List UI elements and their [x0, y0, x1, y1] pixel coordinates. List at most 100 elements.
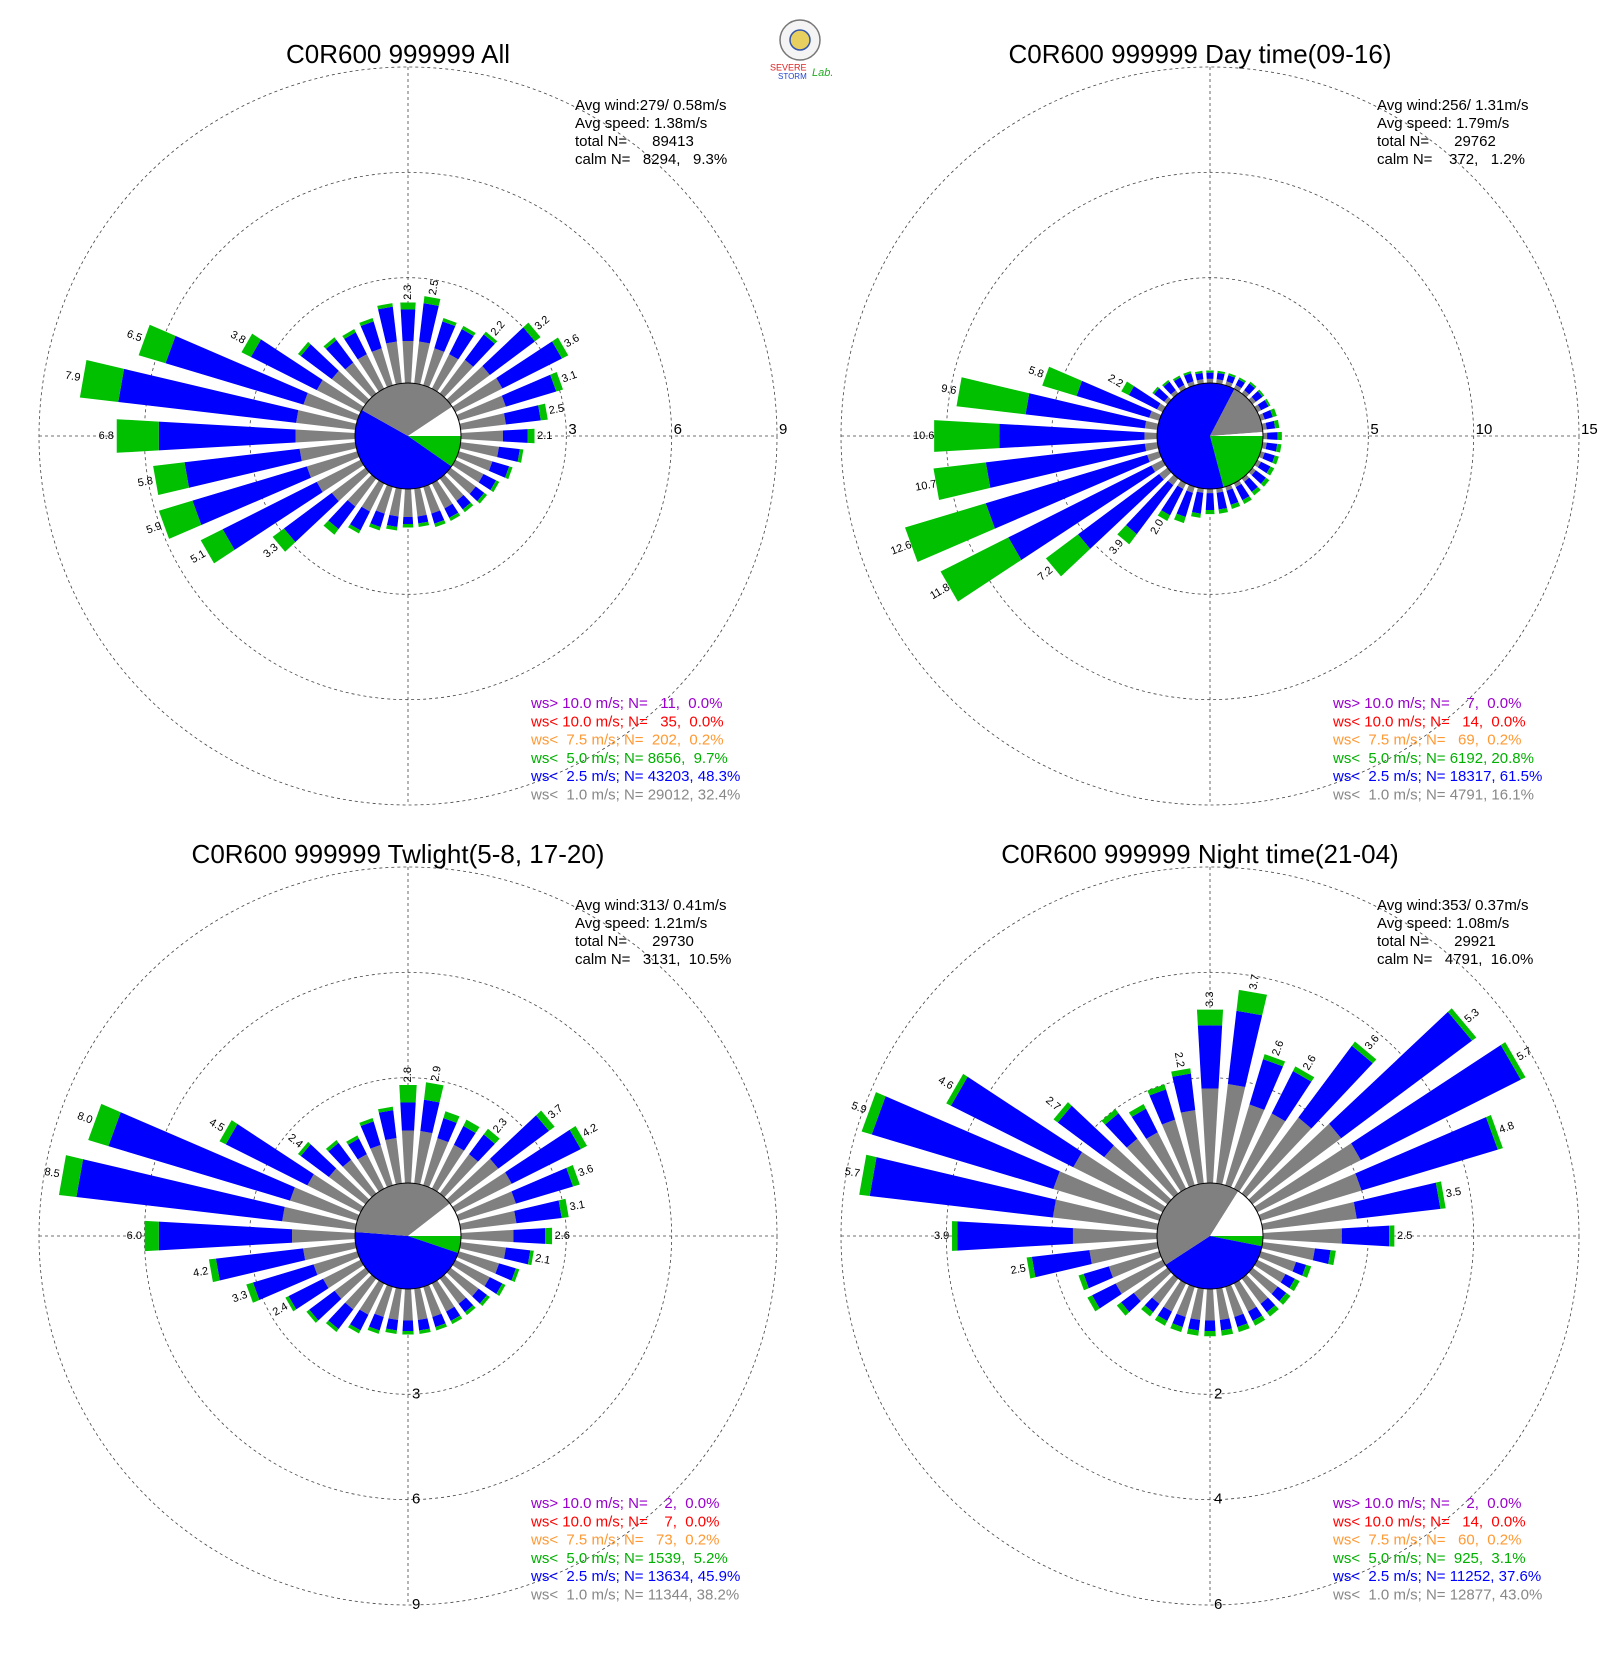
calm-pie-sector [1210, 436, 1263, 488]
bar-segment [300, 1144, 337, 1178]
bar-segment [1237, 1323, 1250, 1333]
bar-segment [1186, 1328, 1199, 1336]
r-tick-label: 5 [1370, 421, 1378, 438]
calm-pie-sector [361, 383, 453, 436]
bar-label: 3.3 [261, 541, 280, 560]
bar-segment [403, 488, 413, 517]
bar-segment [1141, 1305, 1154, 1317]
bar-segment [1172, 375, 1181, 382]
bar-segment [1105, 1113, 1138, 1148]
bar-segment [1329, 1011, 1473, 1139]
bar-segment [419, 1328, 431, 1334]
wind-rose-panel: C0R600 999999 Night time(21-04) 2 4 6 3.3 3.7… [840, 839, 1580, 1613]
bar-segment [934, 420, 1000, 452]
bar-segment [1101, 1109, 1119, 1125]
bar-segment [1265, 442, 1278, 452]
bar-label: 2.5 [1397, 1230, 1412, 1242]
bar-segment [1216, 1287, 1230, 1321]
bar-segment [1131, 1108, 1158, 1139]
bar-segment [328, 1302, 354, 1330]
bar-segment [374, 1284, 393, 1318]
bar-segment [464, 1305, 476, 1316]
r-tick-label: 6 [674, 421, 682, 438]
grid-ring [143, 971, 673, 1501]
bar-segment [1258, 1251, 1297, 1272]
bar-segment [566, 1165, 580, 1187]
bar-segment [1053, 1102, 1072, 1123]
stat-text: Avg wind:256/ 1.31m/s [1377, 97, 1528, 114]
wind-rose-panel: C0R600 999999 Day time(09-16) 5 10 15 2.0 3.9… [840, 39, 1598, 806]
bar-segment [295, 429, 356, 443]
bar-segment [1008, 465, 1156, 560]
bar-segment [545, 1227, 553, 1245]
bar-segment [1351, 1041, 1377, 1064]
bar-segment [1389, 1225, 1395, 1247]
bar-segment [1328, 1250, 1336, 1266]
bar-segment [389, 487, 402, 517]
bar-segment [459, 1210, 517, 1230]
bar-segment [153, 462, 189, 496]
bar-segment [1076, 380, 1152, 418]
legend-entry: ws> 10.0 m/s; N= 2, 0.0% [530, 1495, 719, 1512]
bar-segment [1355, 1117, 1498, 1191]
bar-segment [1254, 1143, 1361, 1213]
bar-segment [342, 329, 356, 339]
bar-segment [456, 395, 506, 421]
bar-segment [1104, 1145, 1172, 1205]
bar-segment [956, 377, 1030, 415]
r-tick-label: 4 [1214, 1491, 1222, 1508]
bar-segment [434, 520, 446, 528]
calm-pie-sector [1210, 1236, 1263, 1247]
bar-segment [414, 1287, 428, 1321]
grid-ring [249, 277, 567, 595]
bar-segment [1271, 1071, 1312, 1122]
bar-label: 2.1 [537, 430, 552, 442]
stat-text: Avg speed: 1.08m/s [1377, 915, 1509, 932]
bar-segment [1257, 461, 1271, 474]
legend-entry: ws< 7.5 m/s; N= 60, 0.2% [1332, 1532, 1521, 1549]
bar-segment [946, 1073, 968, 1106]
bar-segment [325, 1320, 339, 1332]
bar-segment [1116, 1302, 1130, 1316]
bar-segment [1234, 1313, 1248, 1328]
bar-label: 2.4 [271, 1301, 290, 1319]
bar-segment [527, 428, 535, 444]
bar-segment [1233, 1113, 1286, 1192]
r-tick-label: 9 [779, 421, 787, 438]
bar-segment [346, 1135, 359, 1145]
bar-segment [316, 379, 364, 413]
bar-segment [377, 303, 393, 310]
bar-segment [1262, 452, 1275, 463]
bar-segment [1263, 1054, 1286, 1067]
bar-segment [490, 1115, 550, 1169]
bar-segment [1191, 512, 1201, 518]
bar-segment [1254, 404, 1262, 413]
bar-label: 2.6 [555, 1230, 570, 1242]
r-tick-label: 9 [412, 1596, 420, 1613]
bar-label: 2.5 [427, 279, 441, 296]
bar-segment [1133, 1267, 1172, 1302]
calm-circle [354, 1182, 462, 1290]
bar-segment [349, 1309, 369, 1331]
legend-entry: ws< 2.5 m/s; N= 11252, 37.6% [1332, 1568, 1541, 1585]
calm-pie-sector [355, 409, 452, 489]
bar-segment [488, 461, 510, 478]
bar-segment [446, 1158, 499, 1205]
bar-label: 4.5 [207, 1116, 226, 1134]
bar-segment [402, 523, 414, 528]
bar-segment [444, 503, 459, 518]
bar-segment [483, 331, 498, 344]
bar-segment [431, 354, 459, 392]
bar-segment [861, 1092, 886, 1135]
bar-segment [285, 1296, 297, 1312]
stat-text: total N= 29730 [575, 933, 694, 950]
bar-segment [417, 1318, 430, 1331]
bar-segment [1292, 1261, 1307, 1276]
bar-segment [331, 370, 370, 405]
calm-pie-sector [1156, 1182, 1239, 1265]
stat-text: total N= 29921 [1377, 933, 1496, 950]
bar-segment [439, 474, 464, 502]
bar-segment [1280, 1274, 1295, 1289]
bar-segment [414, 487, 427, 517]
bar-segment [904, 503, 995, 562]
